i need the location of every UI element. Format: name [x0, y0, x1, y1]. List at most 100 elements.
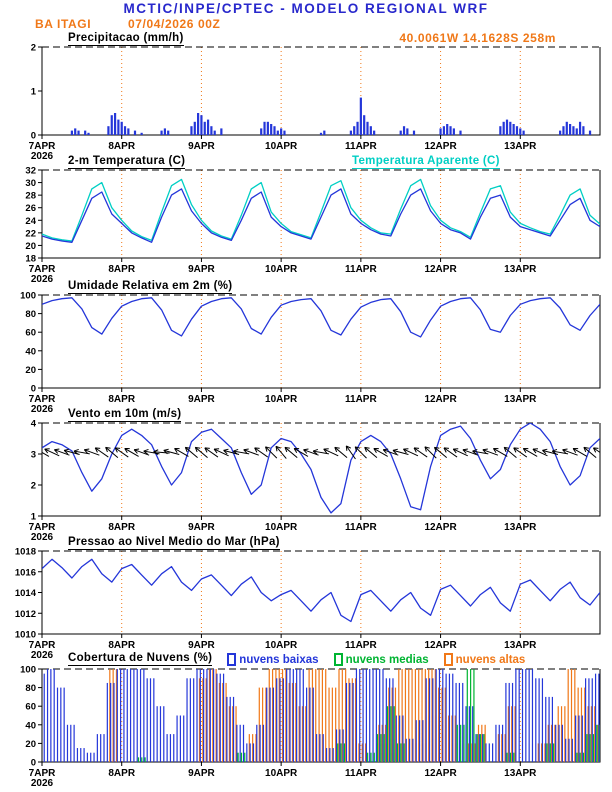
svg-text:20: 20 [25, 739, 36, 750]
svg-text:0: 0 [31, 758, 36, 769]
legend-label-high: nuvens altas [455, 653, 526, 666]
svg-text:13APR: 13APR [504, 141, 537, 152]
svg-text:9APR: 9APR [188, 768, 215, 779]
panel-title-wind: Vento em 10m (m/s) [68, 408, 182, 422]
svg-text:11APR: 11APR [345, 264, 377, 275]
svg-text:1: 1 [31, 512, 37, 523]
svg-text:9APR: 9APR [188, 640, 215, 651]
legend-nuvens-medias: nuvens medias [333, 653, 429, 666]
svg-text:40: 40 [25, 720, 36, 731]
svg-text:1014: 1014 [15, 588, 37, 599]
svg-text:13APR: 13APR [504, 394, 537, 405]
svg-text:2026: 2026 [31, 650, 54, 661]
svg-text:8APR: 8APR [108, 640, 135, 651]
svg-text:60: 60 [25, 702, 36, 713]
svg-text:11APR: 11APR [345, 141, 377, 152]
svg-text:20: 20 [25, 365, 36, 376]
svg-text:12APR: 12APR [424, 264, 457, 275]
run-time-label: 07/04/2026 00Z [128, 17, 221, 31]
svg-text:3: 3 [31, 450, 36, 461]
svg-text:28: 28 [25, 191, 36, 202]
svg-text:32: 32 [25, 166, 36, 177]
svg-text:1010: 1010 [15, 630, 36, 641]
cloud-legend-row: Cobertura de Nuvens (%) nuvens baixas nu… [68, 652, 525, 666]
svg-text:8APR: 8APR [108, 394, 135, 405]
svg-text:12APR: 12APR [424, 768, 457, 779]
svg-text:12APR: 12APR [424, 141, 457, 152]
svg-text:11APR: 11APR [345, 394, 377, 405]
svg-text:24: 24 [25, 216, 36, 227]
svg-text:10APR: 10APR [265, 768, 298, 779]
high-clouds-swatch-icon [443, 653, 453, 666]
svg-text:0: 0 [31, 384, 36, 395]
svg-text:7APR: 7APR [29, 522, 56, 533]
svg-text:100: 100 [20, 665, 36, 676]
svg-text:10APR: 10APR [265, 394, 298, 405]
station-label: BA ITAGI [35, 17, 92, 31]
svg-text:2: 2 [31, 481, 36, 492]
mid-clouds-swatch-icon [333, 653, 343, 666]
svg-text:80: 80 [25, 683, 36, 694]
svg-text:13APR: 13APR [504, 522, 537, 533]
svg-text:11APR: 11APR [345, 640, 377, 651]
svg-text:9APR: 9APR [188, 522, 215, 533]
svg-text:8APR: 8APR [108, 264, 135, 275]
svg-text:8APR: 8APR [108, 768, 135, 779]
svg-text:9APR: 9APR [188, 141, 215, 152]
legend-nuvens-altas: nuvens altas [443, 653, 526, 666]
svg-text:2026: 2026 [31, 404, 54, 415]
location-label: 40.0061W 14.1628S 258m [399, 31, 556, 45]
svg-text:40: 40 [25, 346, 36, 357]
svg-text:13APR: 13APR [504, 640, 537, 651]
page-title: MCTIC/INPE/CPTEC - MODELO REGIONAL WRF [123, 1, 489, 16]
svg-text:10APR: 10APR [265, 141, 298, 152]
svg-text:4: 4 [31, 419, 37, 430]
low-clouds-swatch-icon [227, 653, 237, 666]
svg-text:13APR: 13APR [504, 768, 537, 779]
svg-text:7APR: 7APR [29, 768, 56, 779]
panel-title-temperature: 2-m Temperatura (C) [68, 155, 186, 169]
panel-title-precipitation: Precipitacao (mm/h) [68, 32, 184, 46]
svg-text:2026: 2026 [31, 151, 54, 162]
svg-text:7APR: 7APR [29, 640, 56, 651]
svg-text:11APR: 11APR [345, 768, 377, 779]
svg-text:2: 2 [31, 43, 36, 54]
legend-nuvens-baixas: nuvens baixas [227, 653, 319, 666]
svg-text:7APR: 7APR [29, 264, 56, 275]
svg-text:1: 1 [31, 87, 37, 98]
panel-title-pressure: Pressao ao Nivel Medio do Mar (hPa) [68, 536, 280, 550]
panel-title-humidity: Umidade Relativa em 2m (%) [68, 280, 233, 294]
svg-text:26: 26 [25, 203, 36, 214]
svg-text:80: 80 [25, 309, 36, 320]
svg-text:18: 18 [25, 254, 36, 265]
svg-text:22: 22 [25, 228, 36, 239]
svg-text:12APR: 12APR [424, 394, 457, 405]
svg-text:2026: 2026 [31, 274, 54, 285]
panel-title-clouds: Cobertura de Nuvens (%) [68, 652, 213, 666]
legend-label-mid: nuvens medias [345, 653, 429, 666]
svg-text:1016: 1016 [15, 567, 36, 578]
legend-label-low: nuvens baixas [239, 653, 319, 666]
svg-text:100: 100 [20, 291, 36, 302]
svg-text:2026: 2026 [31, 532, 54, 543]
svg-text:20: 20 [25, 241, 36, 252]
svg-text:10APR: 10APR [265, 640, 298, 651]
svg-text:1012: 1012 [15, 609, 36, 620]
svg-text:2026: 2026 [31, 778, 54, 789]
svg-text:8APR: 8APR [108, 141, 135, 152]
svg-text:7APR: 7APR [29, 141, 56, 152]
svg-text:0: 0 [31, 131, 36, 142]
svg-text:7APR: 7APR [29, 394, 56, 405]
svg-text:30: 30 [25, 178, 36, 189]
svg-text:9APR: 9APR [188, 264, 215, 275]
svg-text:11APR: 11APR [345, 522, 377, 533]
svg-text:12APR: 12APR [424, 522, 457, 533]
svg-text:13APR: 13APR [504, 264, 537, 275]
svg-text:10APR: 10APR [265, 522, 298, 533]
svg-text:10APR: 10APR [265, 264, 298, 275]
svg-text:60: 60 [25, 328, 36, 339]
svg-text:9APR: 9APR [188, 394, 215, 405]
apparent-temperature-label: Temperatura Aparente (C) [352, 155, 500, 169]
